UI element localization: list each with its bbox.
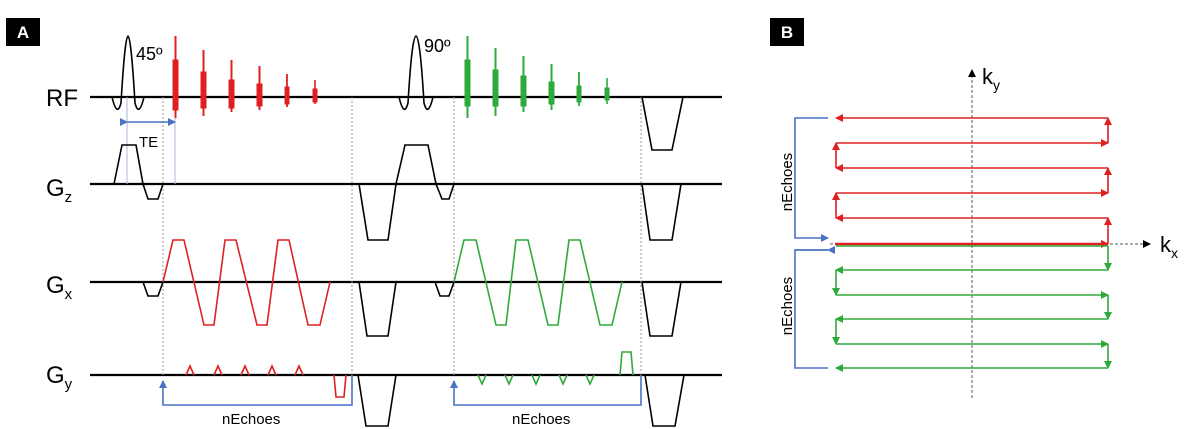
rf-trailing-lobe: [641, 96, 684, 151]
ky-axis-label: ky: [982, 64, 1000, 93]
n-echoes-label-b-bottom: nEchoes: [779, 277, 796, 335]
n-echoes-label-a1: nEchoes: [222, 411, 280, 428]
panel-a-badge: A: [6, 18, 40, 46]
n-echoes-label-a2: nEchoes: [512, 411, 570, 428]
rf-excitation-pulse-90: [398, 35, 434, 110]
te-label: TE: [139, 134, 158, 151]
n-echoes-bracket-b-bottom: [794, 249, 828, 369]
flip-angle-90-label: 90º: [424, 36, 451, 56]
kx-axis-label: kx: [1160, 232, 1178, 261]
panel-a-label: A: [17, 23, 29, 42]
n-echoes-bracket-a2: [450, 375, 642, 406]
flip-angle-45-label: 45º: [136, 44, 163, 64]
rf-echoes-red: [172, 36, 318, 118]
gz-row-label: Gz: [46, 175, 72, 206]
n-echoes-label-b-top: nEchoes: [779, 153, 796, 211]
n-echoes-bracket-a1: [159, 375, 353, 406]
rf-echoes-green: [464, 36, 610, 118]
panel-b-label: B: [781, 23, 793, 42]
gy-waveform: [185, 351, 685, 427]
gx-row-label: Gx: [46, 272, 73, 303]
gz-waveform: [113, 144, 682, 241]
rf-excitation-pulse-45: [111, 35, 145, 110]
n-echoes-bracket-b-top: [794, 117, 829, 242]
panel-b-badge: B: [770, 18, 804, 46]
gx-waveform: [142, 239, 682, 337]
panel-b: B ky kx: [770, 18, 1178, 398]
kspace-trajectory-green: [832, 245, 1112, 372]
panel-a: A RF Gz Gx Gy 45º 90º: [6, 18, 722, 428]
timing-guides: [162, 97, 642, 375]
kspace-trajectory-red: [832, 114, 1112, 248]
rf-row-label: RF: [46, 85, 78, 112]
gy-row-label: Gy: [46, 362, 73, 393]
